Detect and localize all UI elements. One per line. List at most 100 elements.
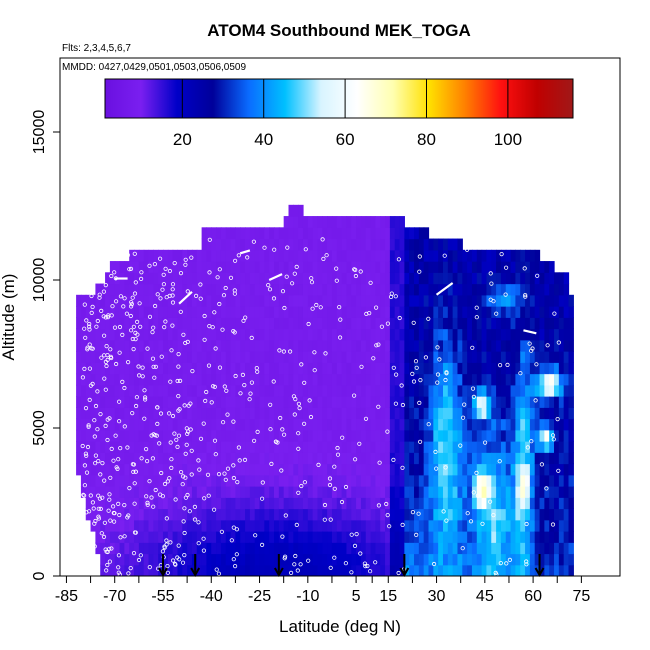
heatmap-cell: [283, 216, 290, 228]
heatmap-cell: [558, 452, 565, 465]
heatmap-cell: [278, 463, 285, 476]
sample-point: [487, 499, 493, 504]
heatmap-cell: [138, 531, 145, 543]
heatmap-cell: [245, 418, 251, 431]
heatmap-cell: [245, 508, 251, 521]
heatmap-cell: [558, 474, 565, 487]
sample-point: [393, 401, 398, 406]
heatmap-cell: [471, 306, 478, 318]
heatmap-cell: [129, 283, 135, 296]
heatmap-cell: [162, 474, 169, 487]
heatmap-cell: [278, 396, 285, 408]
heatmap-cell: [153, 306, 159, 318]
sample-point: [133, 330, 138, 335]
sample-point: [551, 437, 556, 442]
heatmap-cell: [167, 261, 174, 273]
heatmap-cell: [196, 508, 203, 521]
sample-point: [497, 362, 503, 368]
heatmap-cell: [177, 362, 183, 375]
heatmap-cell: [481, 294, 488, 307]
heatmap-cell: [254, 486, 261, 498]
heatmap-cell: [196, 531, 203, 543]
heatmap-cell: [298, 362, 304, 375]
heatmap-cell: [423, 261, 430, 273]
sample-point: [482, 440, 488, 445]
heatmap-cell: [486, 317, 492, 330]
heatmap-cell: [240, 351, 246, 363]
heatmap-cell: [418, 452, 425, 465]
heatmap-cell: [235, 553, 241, 566]
sample-point: [413, 359, 419, 364]
heatmap-cell: [496, 497, 502, 510]
heatmap-cell: [331, 486, 338, 498]
heatmap-cell: [356, 474, 362, 487]
heatmap-cell: [380, 407, 386, 420]
heatmap-cell: [187, 418, 193, 431]
heatmap-cell: [414, 519, 420, 532]
heatmap-cell: [442, 283, 449, 296]
sample-point: [306, 558, 311, 563]
heatmap-cell: [471, 497, 478, 510]
heatmap-cell: [206, 339, 212, 352]
heatmap-cell: [476, 497, 483, 510]
sample-point: [98, 472, 103, 477]
heatmap-cell: [539, 519, 545, 532]
sample-point: [249, 380, 254, 385]
heatmap-cell: [515, 306, 521, 318]
heatmap-cell: [404, 227, 410, 240]
heatmap-cell: [476, 362, 483, 375]
heatmap-cell: [389, 249, 396, 262]
heatmap-cell: [428, 531, 434, 543]
heatmap-cell: [380, 283, 386, 296]
heatmap-cell: [331, 497, 338, 510]
heatmap-cell: [216, 531, 222, 543]
heatmap-cell: [211, 272, 217, 285]
heatmap-cell: [462, 249, 468, 262]
heatmap-cell: [114, 373, 121, 386]
heatmap-cell: [476, 542, 483, 555]
heatmap-cell: [177, 351, 183, 363]
sample-point: [556, 468, 561, 473]
heatmap-cell: [211, 317, 217, 330]
sample-point: [241, 318, 246, 323]
heatmap-cell: [245, 362, 251, 375]
heatmap-cell: [563, 272, 570, 285]
sample-point: [268, 427, 273, 432]
sample-point: [306, 321, 311, 327]
heatmap-cell: [167, 384, 174, 397]
heatmap-cell: [177, 283, 183, 296]
heatmap-cell: [138, 418, 145, 431]
heatmap-cell: [404, 418, 410, 431]
heatmap-cell: [385, 283, 391, 296]
heatmap-cell: [331, 519, 338, 532]
heatmap-cell: [471, 272, 478, 285]
heatmap-cell: [515, 497, 521, 510]
heatmap-cell: [467, 474, 473, 487]
heatmap-cell: [172, 396, 179, 408]
heatmap-cell: [414, 486, 420, 498]
heatmap-cell: [129, 261, 135, 273]
heatmap-cell: [534, 463, 541, 476]
heatmap-cell: [95, 497, 101, 510]
heatmap-cell: [312, 261, 319, 273]
heatmap-cell: [365, 384, 372, 397]
sample-point: [83, 405, 89, 411]
heatmap-cell: [235, 497, 241, 510]
sample-point: [206, 363, 212, 368]
heatmap-cell: [346, 339, 352, 352]
heatmap-cell: [317, 429, 323, 442]
heatmap-cell: [312, 463, 319, 476]
sample-point: [358, 269, 363, 274]
sample-point: [183, 257, 188, 262]
heatmap-cell: [457, 249, 463, 262]
sample-point: [231, 525, 236, 530]
heatmap-cell: [336, 564, 343, 576]
heatmap-cell: [433, 564, 439, 576]
heatmap-cell: [129, 272, 135, 285]
sample-point: [139, 270, 144, 275]
heatmap-cell: [544, 441, 550, 453]
heatmap-cell: [336, 249, 343, 262]
heatmap-cell: [138, 508, 145, 521]
heatmap-cell: [220, 463, 227, 476]
heatmap-cell: [124, 373, 130, 386]
